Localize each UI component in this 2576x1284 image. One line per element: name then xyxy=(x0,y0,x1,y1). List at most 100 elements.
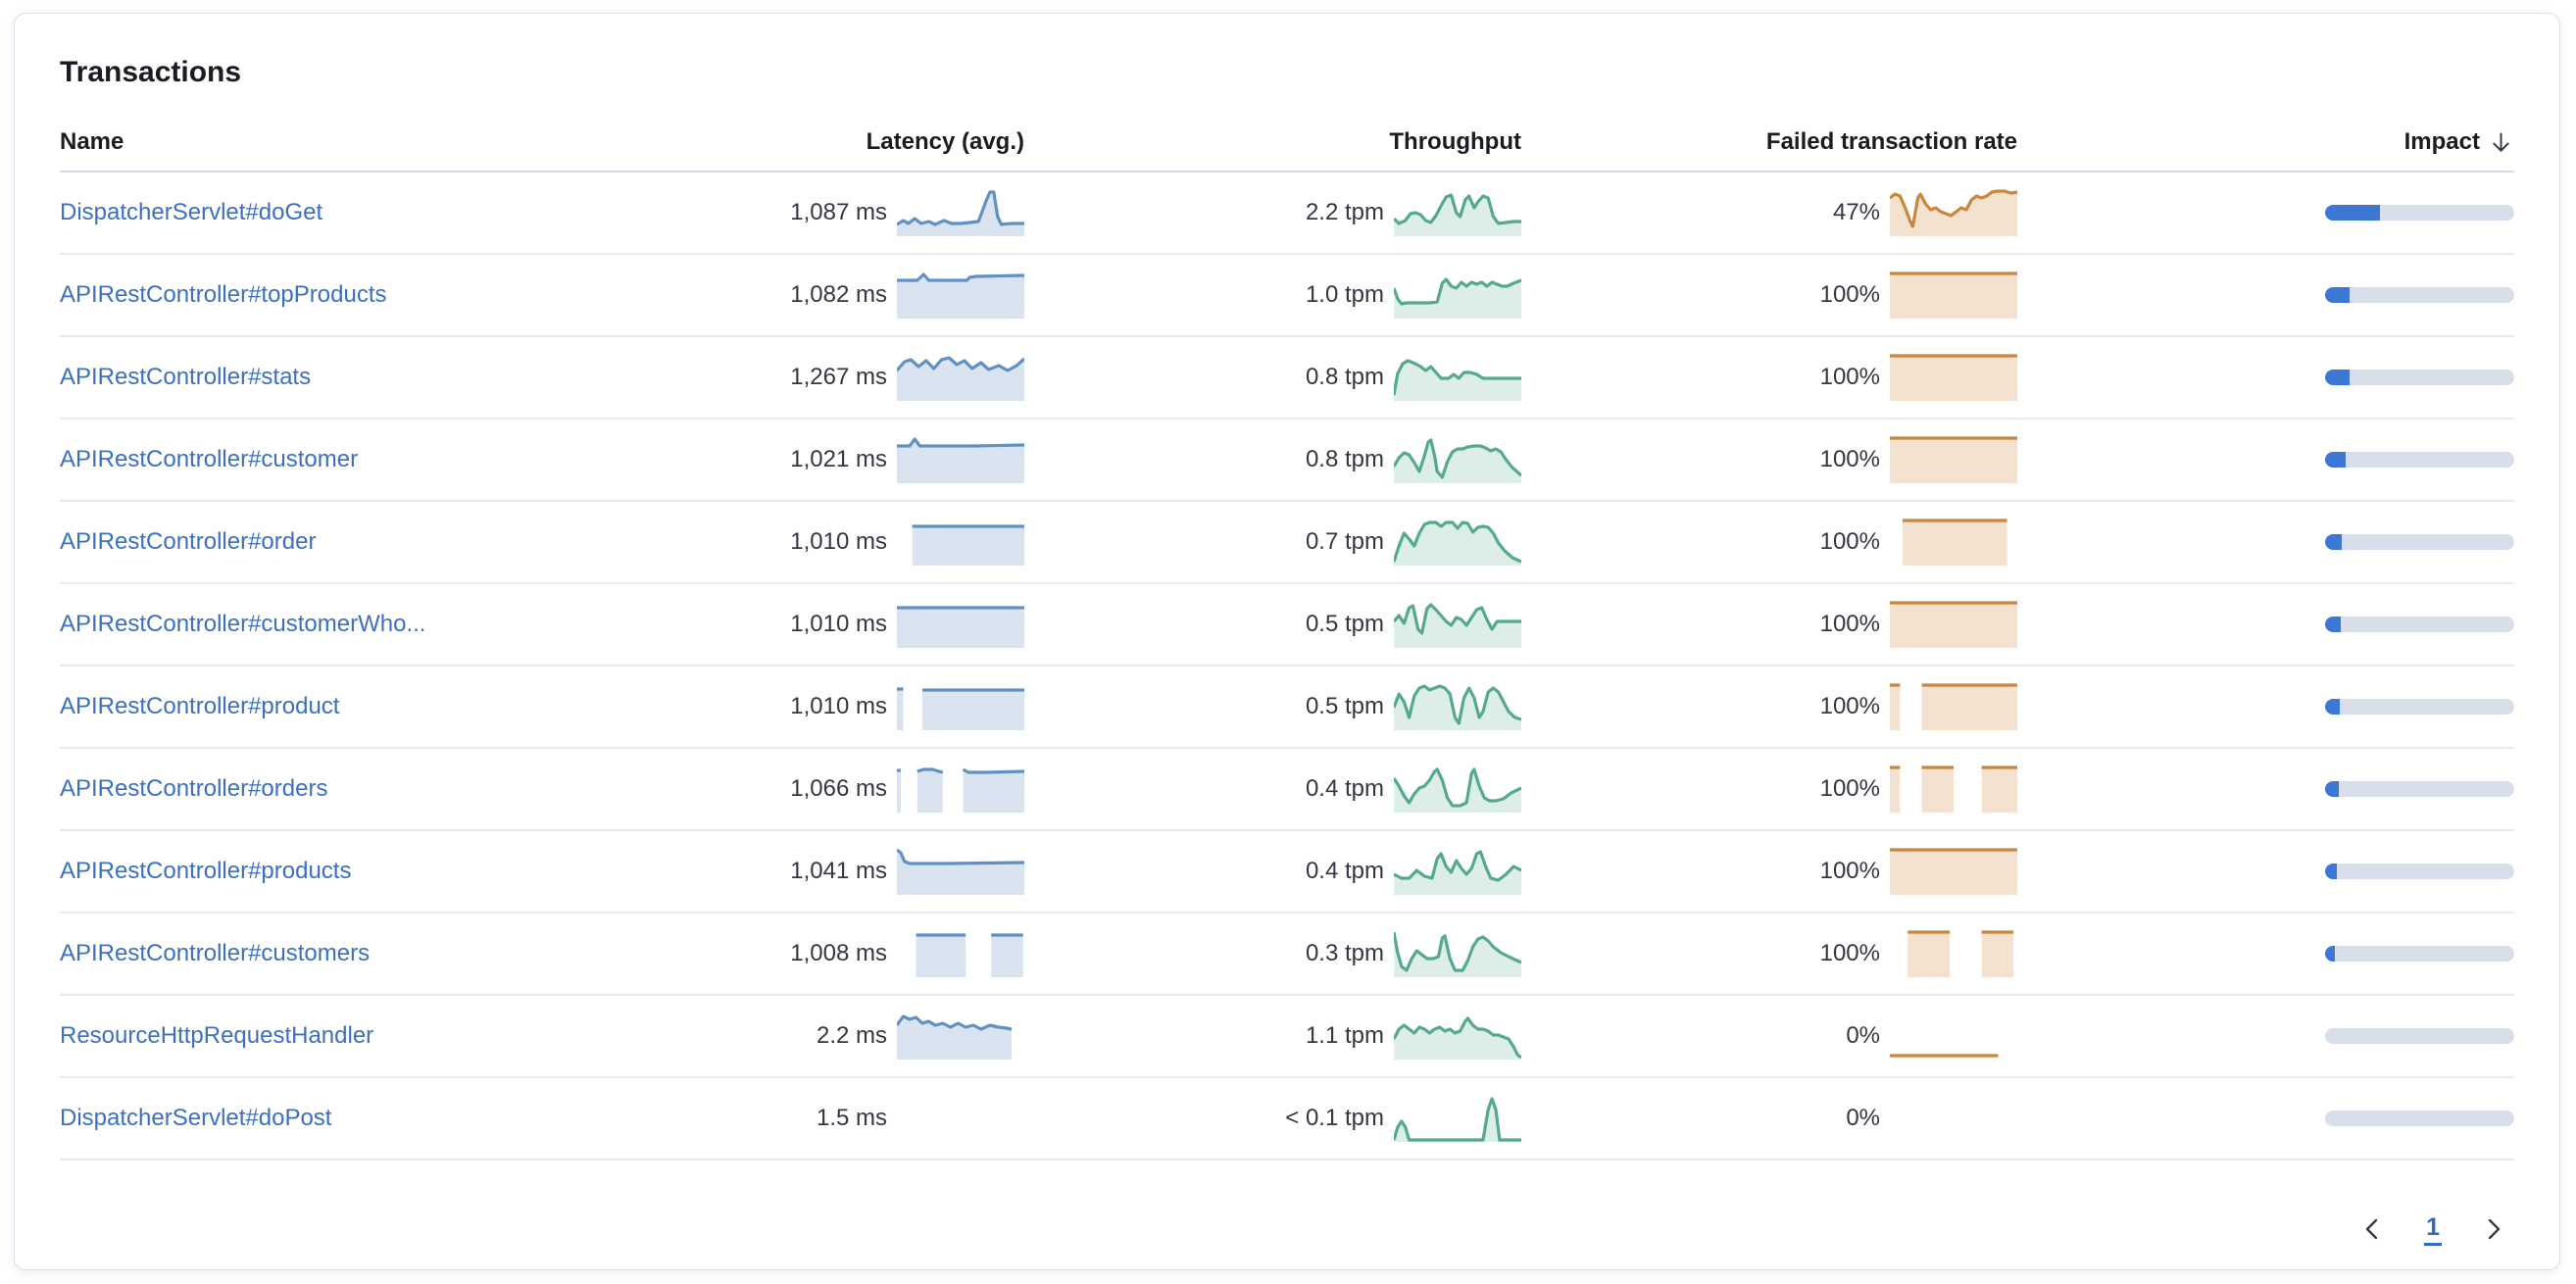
latency-value: 2.2 ms xyxy=(816,1022,887,1049)
latency-sparkline xyxy=(897,436,1024,483)
failed-rate-sparkline xyxy=(1890,436,2017,483)
throughput-sparkline xyxy=(1394,519,1521,566)
transaction-name-link[interactable]: DispatcherServlet#doGet xyxy=(60,199,323,225)
latency-value: 1,010 ms xyxy=(790,528,887,555)
throughput-cell: 0.7 tpm xyxy=(1024,519,1521,566)
impact-bar-fill xyxy=(2325,452,2347,468)
transaction-name-link[interactable]: APIRestController#topProducts xyxy=(60,281,387,308)
latency-value: 1,008 ms xyxy=(790,940,887,966)
impact-bar-track xyxy=(2325,781,2514,797)
failed-rate-value: 100% xyxy=(1819,858,1880,884)
latency-cell: 1,087 ms xyxy=(671,189,1024,236)
failed-rate-sparkline xyxy=(1890,765,2017,813)
chevron-left-icon xyxy=(2365,1218,2378,1240)
latency-cell: 1,066 ms xyxy=(671,765,1024,813)
page-number-current[interactable]: 1 xyxy=(2424,1213,2442,1246)
failed-rate-sparkline xyxy=(1890,272,2017,319)
impact-bar-track xyxy=(2325,864,2514,879)
latency-sparkline xyxy=(897,272,1024,319)
throughput-cell: 0.8 tpm xyxy=(1024,436,1521,483)
failed-rate-cell: 100% xyxy=(1521,519,2017,566)
latency-value: 1,267 ms xyxy=(790,364,887,390)
failed-rate-cell: 0% xyxy=(1521,1012,2017,1060)
failed-rate-sparkline xyxy=(1890,519,2017,566)
name-cell: APIRestController#customers xyxy=(60,940,671,967)
throughput-value: 0.8 tpm xyxy=(1305,364,1384,390)
impact-cell xyxy=(2017,864,2514,879)
name-cell: APIRestController#orders xyxy=(60,775,671,803)
impact-bar-track xyxy=(2325,205,2514,221)
impact-bar-fill xyxy=(2325,287,2351,303)
failed-rate-cell: 100% xyxy=(1521,848,2017,895)
throughput-sparkline xyxy=(1394,272,1521,319)
impact-bar-fill xyxy=(2325,534,2343,550)
latency-sparkline xyxy=(897,601,1024,648)
throughput-sparkline xyxy=(1394,1012,1521,1060)
transaction-name-link[interactable]: APIRestController#product xyxy=(60,693,340,719)
throughput-cell: 1.0 tpm xyxy=(1024,272,1521,319)
throughput-sparkline xyxy=(1394,1095,1521,1142)
transaction-name-link[interactable]: APIRestController#orders xyxy=(60,775,328,802)
column-header-impact[interactable]: Impact xyxy=(2404,128,2514,156)
table-row: APIRestController#customerWho... 1,010 m… xyxy=(60,584,2514,667)
impact-bar-fill xyxy=(2325,946,2335,962)
name-cell: APIRestController#order xyxy=(60,528,671,556)
column-header-throughput[interactable]: Throughput xyxy=(1389,128,1521,155)
failed-rate-cell: 100% xyxy=(1521,683,2017,730)
transaction-name-link[interactable]: APIRestController#products xyxy=(60,858,352,884)
transaction-name-link[interactable]: APIRestController#customerWho... xyxy=(60,611,426,637)
name-cell: APIRestController#stats xyxy=(60,364,671,391)
column-header-failed-rate[interactable]: Failed transaction rate xyxy=(1765,128,2017,155)
impact-cell xyxy=(2017,699,2514,715)
failed-rate-cell: 0% xyxy=(1521,1095,2017,1142)
table-row: DispatcherServlet#doPost 1.5 ms < 0.1 tp… xyxy=(60,1078,2514,1161)
failed-rate-value: 100% xyxy=(1819,528,1880,555)
latency-sparkline xyxy=(897,1012,1024,1060)
throughput-value: 1.1 tpm xyxy=(1305,1022,1384,1049)
throughput-value: 0.3 tpm xyxy=(1305,940,1384,966)
impact-bar-track xyxy=(2325,452,2514,468)
latency-sparkline xyxy=(897,848,1024,895)
table-header-row: Name Latency (avg.) Throughput Failed tr… xyxy=(60,114,2514,173)
transaction-name-link[interactable]: APIRestController#order xyxy=(60,528,317,555)
failed-rate-sparkline xyxy=(1890,354,2017,401)
throughput-sparkline xyxy=(1394,765,1521,813)
impact-bar-fill xyxy=(2325,617,2342,632)
impact-cell xyxy=(2017,1111,2514,1126)
latency-value: 1,066 ms xyxy=(790,775,887,802)
table-row: APIRestController#customers 1,008 ms 0.3… xyxy=(60,914,2514,996)
throughput-cell: < 0.1 tpm xyxy=(1024,1095,1521,1142)
transaction-name-link[interactable]: DispatcherServlet#doPost xyxy=(60,1105,332,1131)
table-row: DispatcherServlet#doGet 1,087 ms 2.2 tpm… xyxy=(60,173,2514,255)
latency-value: 1,082 ms xyxy=(790,281,887,308)
throughput-cell: 1.1 tpm xyxy=(1024,1012,1521,1060)
transaction-name-link[interactable]: APIRestController#customer xyxy=(60,446,359,472)
column-header-name[interactable]: Name xyxy=(60,128,124,155)
latency-sparkline xyxy=(897,683,1024,730)
transaction-name-link[interactable]: APIRestController#stats xyxy=(60,364,312,390)
latency-cell: 1,008 ms xyxy=(671,930,1024,977)
table-body: DispatcherServlet#doGet 1,087 ms 2.2 tpm… xyxy=(60,173,2514,1161)
table-row: APIRestController#product 1,010 ms 0.5 t… xyxy=(60,667,2514,749)
prev-page-button[interactable] xyxy=(2357,1214,2387,1244)
latency-cell: 1,267 ms xyxy=(671,354,1024,401)
transaction-name-link[interactable]: APIRestController#customers xyxy=(60,940,371,966)
latency-value: 1,010 ms xyxy=(790,693,887,719)
failed-rate-cell: 100% xyxy=(1521,354,2017,401)
table-row: APIRestController#products 1,041 ms 0.4 … xyxy=(60,831,2514,914)
transaction-name-link[interactable]: ResourceHttpRequestHandler xyxy=(60,1022,374,1049)
chevron-right-icon xyxy=(2488,1218,2501,1240)
pagination: 1 xyxy=(60,1190,2514,1268)
throughput-value: 0.7 tpm xyxy=(1305,528,1384,555)
impact-cell xyxy=(2017,781,2514,797)
impact-bar-track xyxy=(2325,1111,2514,1126)
throughput-value: 0.4 tpm xyxy=(1305,858,1384,884)
next-page-button[interactable] xyxy=(2479,1214,2508,1244)
throughput-cell: 0.4 tpm xyxy=(1024,765,1521,813)
column-header-latency[interactable]: Latency (avg.) xyxy=(866,128,1024,155)
latency-cell: 1,010 ms xyxy=(671,601,1024,648)
latency-value: 1,087 ms xyxy=(790,199,887,225)
latency-sparkline xyxy=(897,354,1024,401)
table-row: APIRestController#order 1,010 ms 0.7 tpm… xyxy=(60,502,2514,584)
name-cell: DispatcherServlet#doPost xyxy=(60,1105,671,1132)
